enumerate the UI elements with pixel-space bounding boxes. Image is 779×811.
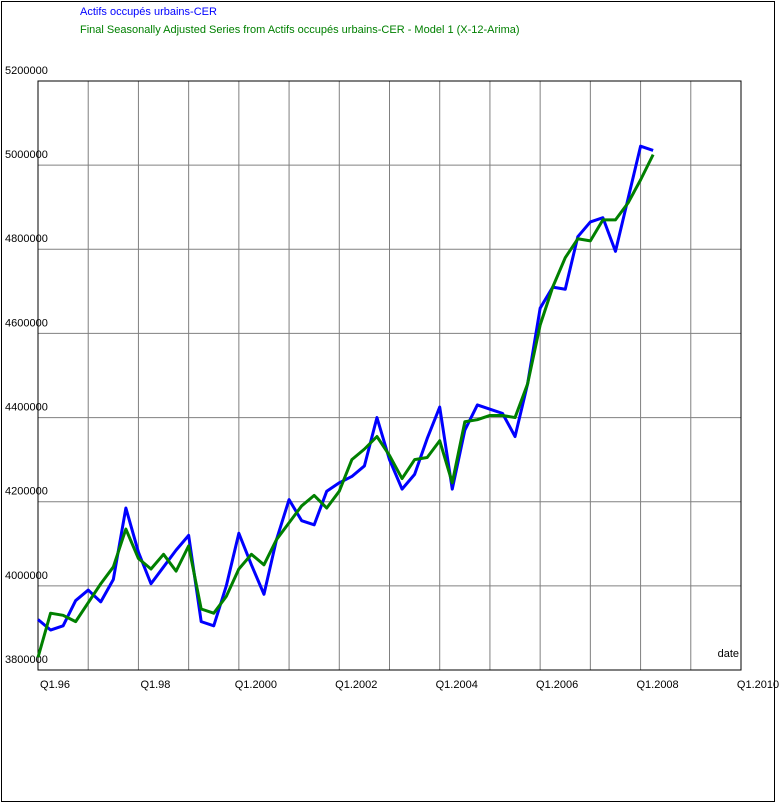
- x-tick-label: Q1.2008: [636, 679, 678, 691]
- legend-entry: Final Seasonally Adjusted Series from Ac…: [80, 24, 520, 36]
- x-tick-label: Q1.98: [140, 679, 170, 691]
- y-tick-label: 4400000: [5, 401, 48, 413]
- y-tick-label: 4800000: [5, 233, 48, 245]
- x-tick-label: Q1.2000: [235, 679, 277, 691]
- plot-frame: [37, 80, 742, 671]
- y-tick-label: 5200000: [5, 65, 48, 77]
- y-tick-label: 5000000: [5, 149, 48, 161]
- y-tick-label: 3800000: [5, 654, 48, 666]
- y-tick-label: 4200000: [5, 486, 48, 498]
- x-tick-label: Q1.96: [40, 679, 70, 691]
- series-line: [36, 153, 655, 658]
- legend-entry: Actifs occupés urbains-CER: [80, 6, 217, 18]
- x-tick-label: Q1.2010: [737, 679, 779, 691]
- x-tick-label: Q1.2006: [536, 679, 578, 691]
- series-line: [37, 144, 654, 632]
- y-tick-label: 4600000: [5, 317, 48, 329]
- x-axis-label: date: [718, 648, 739, 660]
- x-tick-label: Q1.2002: [335, 679, 377, 691]
- x-tick-label: Q1.2004: [436, 679, 478, 691]
- y-tick-label: 4000000: [5, 570, 48, 582]
